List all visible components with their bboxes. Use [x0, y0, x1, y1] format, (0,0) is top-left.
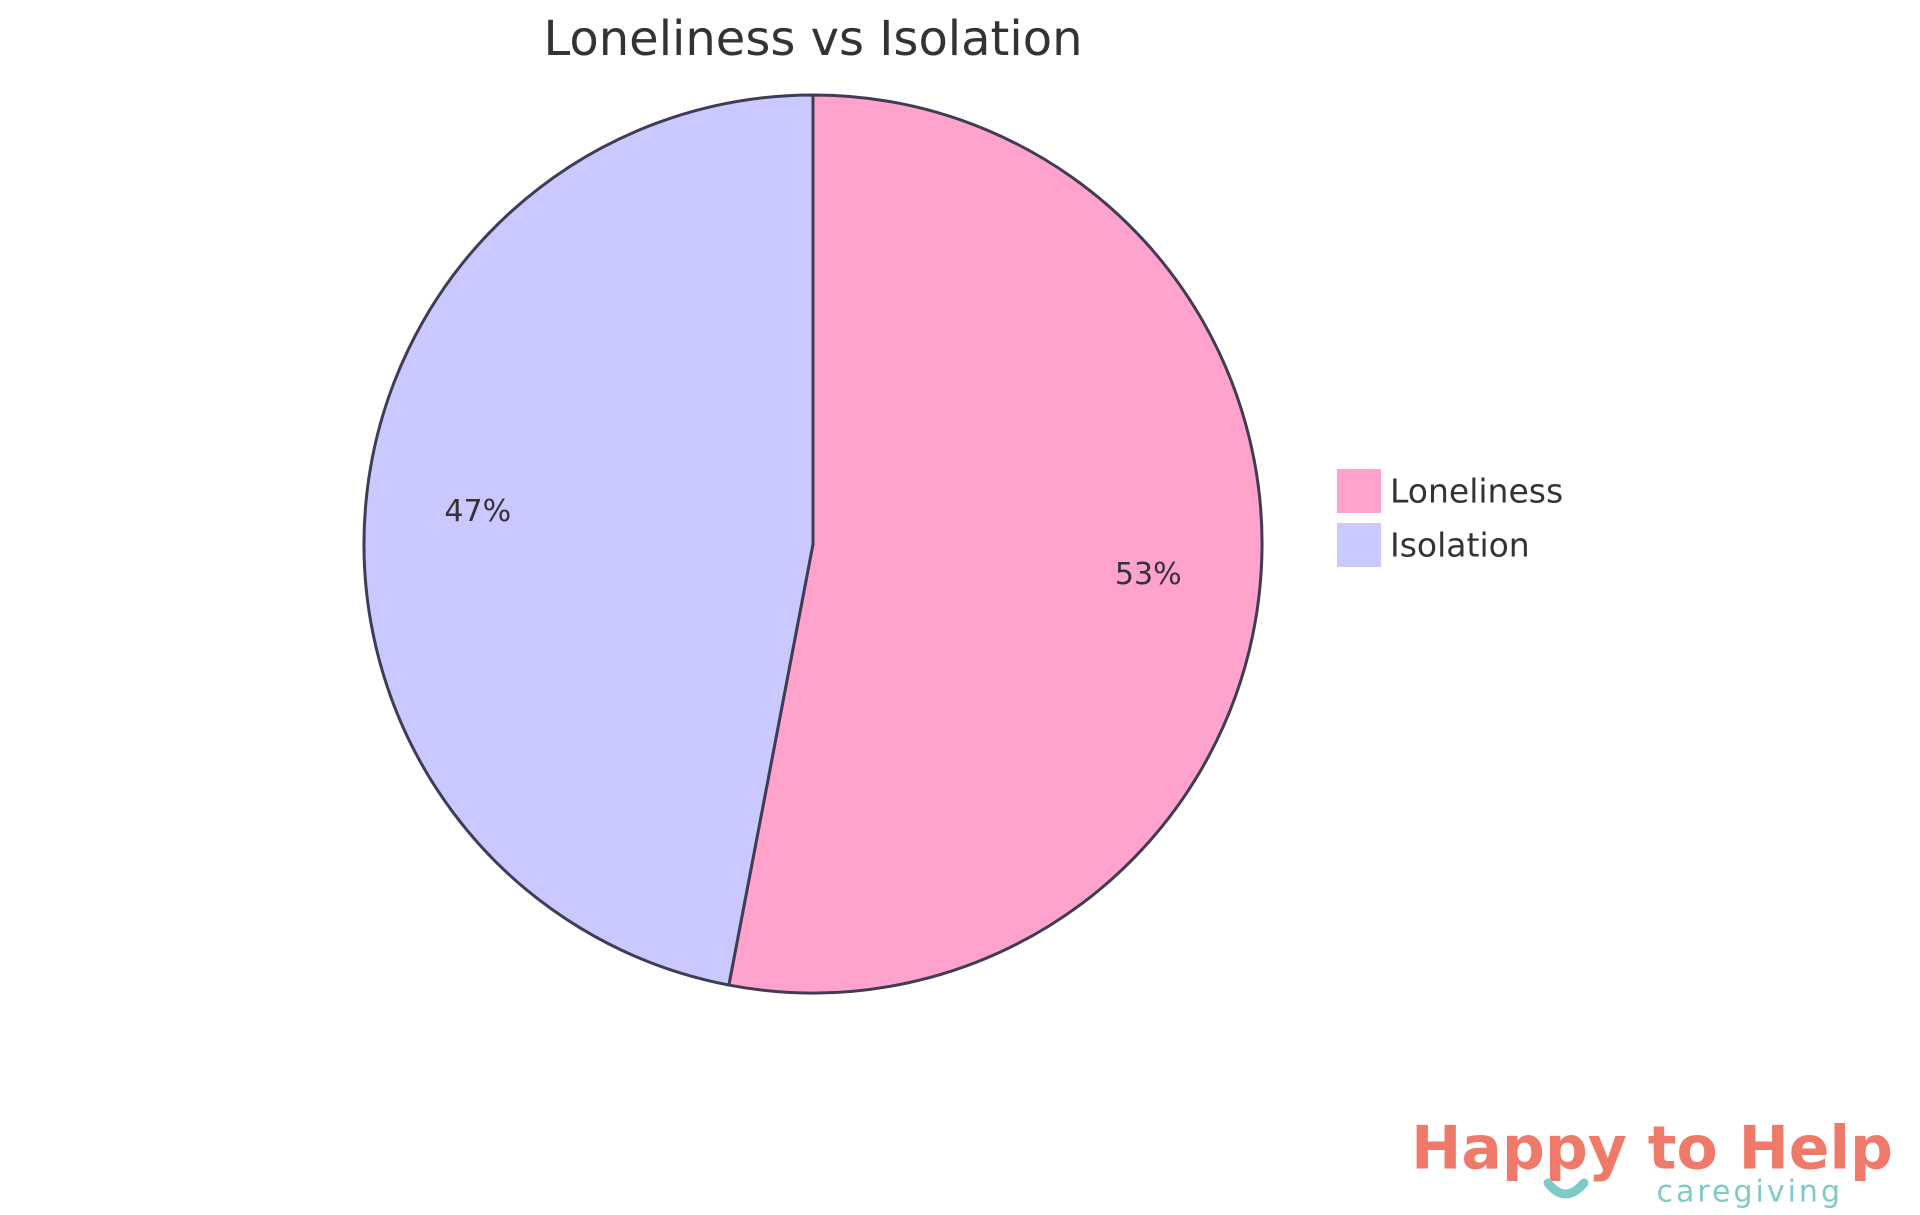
pie-slice	[362, 93, 815, 987]
pie-slice	[727, 93, 1264, 995]
slice-label: 53%	[1115, 557, 1182, 592]
legend-label: Isolation	[1390, 526, 1530, 565]
legend-swatch	[1335, 521, 1383, 569]
logo-smile	[1543, 1178, 1589, 1199]
chart-title: Loneliness vs Isolation	[543, 11, 1082, 67]
legend-swatch	[1335, 467, 1383, 515]
logo-name: Happy to Help	[1411, 1114, 1893, 1184]
legend-label: Loneliness	[1390, 472, 1563, 511]
logo-tagline: caregiving	[1656, 1175, 1843, 1210]
slice-label: 47%	[444, 494, 511, 529]
